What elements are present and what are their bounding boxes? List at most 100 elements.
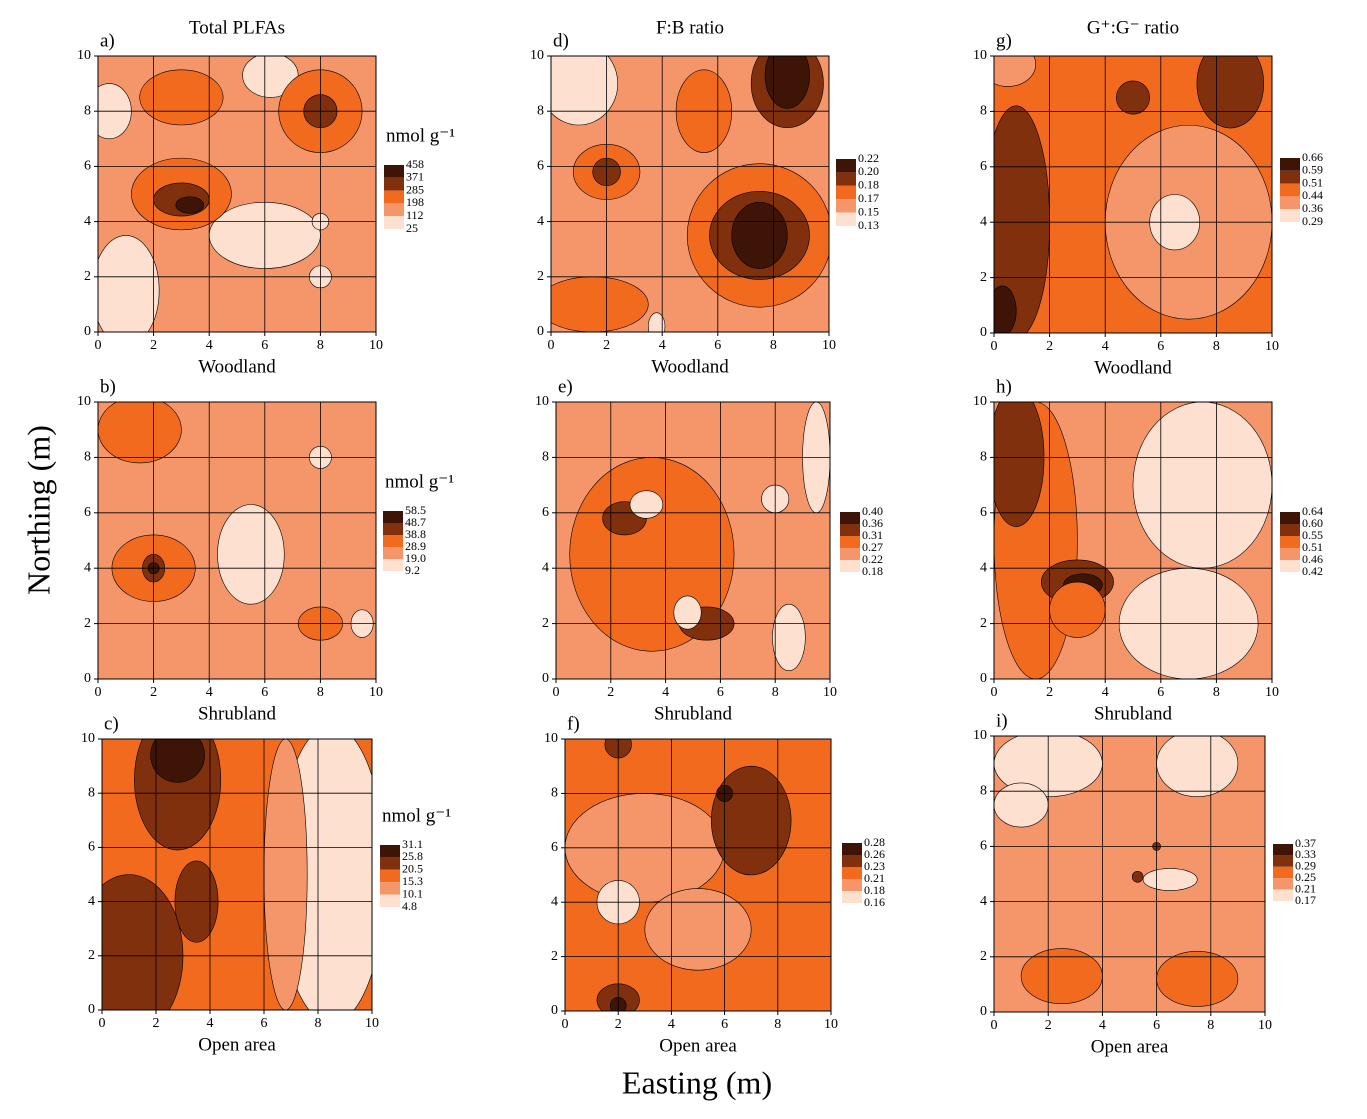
y-tick-label: 4 — [980, 894, 987, 909]
y-tick-label: 2 — [551, 949, 558, 964]
legend-label: 0.37 — [1295, 836, 1316, 850]
x-tick-label: 10 — [369, 338, 383, 353]
y-tick-label: 10 — [973, 728, 987, 743]
legend-swatch — [383, 559, 403, 571]
x-tick-label: 4 — [1102, 339, 1109, 354]
legend-label: 0.29 — [1295, 859, 1316, 873]
contour-region — [217, 504, 285, 605]
y-tick-label: 8 — [542, 450, 549, 465]
legend-swatch — [840, 512, 860, 524]
legend-label: 0.15 — [858, 204, 879, 218]
legend-swatch — [1280, 209, 1300, 222]
legend-label: 0.22 — [858, 151, 879, 165]
plot-frame — [564, 738, 832, 1012]
legend-swatch — [380, 845, 400, 858]
panel: 0 2 4 6 8 10 0 2 4 6 8 10 d) F:B ratio Woodland 0.220.2… — [530, 17, 879, 377]
legend-swatch — [836, 172, 856, 186]
y-tick-label: 0 — [88, 1002, 95, 1017]
legend-swatch — [1273, 855, 1293, 867]
x-tick-label: 2 — [615, 1017, 622, 1032]
panel-x-label: Shrubland — [654, 703, 733, 724]
x-tick-label: 4 — [1102, 685, 1109, 700]
x-tick-label: 2 — [607, 685, 614, 700]
panel-x-label: Open area — [198, 1034, 276, 1055]
legend-swatch — [842, 879, 862, 891]
x-tick-label: 0 — [991, 1018, 998, 1033]
legend-swatch — [383, 523, 403, 535]
panel-x-label: Woodland — [198, 356, 276, 377]
legend-label: 0.17 — [858, 191, 879, 205]
legend-label: 58.5 — [405, 503, 426, 517]
plot-frame — [101, 738, 373, 1011]
legend-label: 19.0 — [405, 551, 426, 565]
contour-region — [731, 201, 788, 269]
legend-label: 15.3 — [402, 874, 423, 888]
x-tick-label: 4 — [206, 685, 213, 700]
legend-swatch — [380, 882, 400, 895]
y-tick-label: 6 — [542, 505, 549, 520]
legend-swatch — [842, 867, 862, 879]
y-tick-label: 0 — [84, 324, 91, 339]
legend-swatch — [840, 524, 860, 536]
x-tick-label: 10 — [824, 1017, 838, 1032]
legend-swatch — [842, 843, 862, 855]
legend-label: 0.36 — [1302, 201, 1323, 215]
x-tick-label: 0 — [562, 1017, 569, 1032]
legend-label: 28.9 — [405, 539, 426, 553]
legend-label: 0.26 — [864, 847, 885, 861]
y-tick-label: 0 — [980, 1004, 987, 1019]
contour-region — [1142, 868, 1198, 891]
x-tick-label: 8 — [770, 338, 777, 353]
x-tick-label: 4 — [206, 338, 213, 353]
legend-label: 0.64 — [1302, 504, 1323, 518]
contour-region — [551, 56, 619, 126]
legend-label: 285 — [406, 182, 424, 196]
legend-swatch — [384, 216, 404, 229]
legend-swatch — [383, 535, 403, 547]
y-tick-label: 10 — [77, 48, 91, 63]
panel-x-label: Woodland — [651, 356, 729, 377]
x-tick-label: 10 — [1265, 685, 1279, 700]
legend-swatch — [380, 894, 400, 907]
x-tick-label: 2 — [1046, 339, 1053, 354]
contour-map — [994, 736, 1265, 1012]
contour-region — [1131, 870, 1144, 883]
legend-label: 0.60 — [1302, 516, 1323, 530]
y-tick-label: 6 — [537, 159, 544, 174]
y-tick-label: 4 — [551, 894, 558, 909]
legend-label: 31.1 — [402, 837, 423, 851]
legend-label: 0.59 — [1302, 163, 1323, 177]
x-tick-label: 2 — [150, 338, 157, 353]
contour-region — [994, 56, 1036, 87]
contour-region — [629, 490, 664, 519]
x-tick-label: 4 — [659, 338, 666, 353]
x-tick-label: 0 — [553, 685, 560, 700]
legend-label: 10.1 — [402, 886, 423, 900]
x-tick-label: 0 — [991, 339, 998, 354]
legend-label: 0.23 — [864, 859, 885, 873]
contour-map — [556, 402, 830, 679]
legend-label: 0.31 — [862, 528, 883, 542]
legend-title: nmol g⁻¹ — [386, 125, 455, 146]
panel-label: h) — [996, 376, 1012, 397]
legend-swatch — [836, 199, 856, 213]
y-tick-label: 8 — [84, 450, 91, 465]
y-tick-label: 6 — [980, 159, 987, 174]
contour-region — [98, 235, 160, 332]
legend-swatch — [1273, 844, 1293, 856]
y-tick-label: 2 — [980, 616, 987, 631]
panel-x-label: Shrubland — [198, 703, 277, 724]
panel-label: c) — [104, 713, 119, 734]
x-tick-label: 6 — [1157, 685, 1164, 700]
legend-label: 0.36 — [862, 516, 883, 530]
legend-swatch — [1273, 878, 1293, 890]
panel: 0 2 4 6 8 100246810e)Shrubland0.400.360.310.2… — [535, 376, 883, 724]
contour-region — [648, 312, 666, 332]
x-tick-label: 8 — [1207, 1018, 1214, 1033]
x-tick-label: 4 — [668, 1017, 675, 1032]
plot-frame — [97, 401, 377, 680]
legend-label: 0.44 — [1302, 188, 1323, 202]
legend-swatch — [1280, 536, 1300, 548]
y-tick-label: 0 — [542, 671, 549, 686]
